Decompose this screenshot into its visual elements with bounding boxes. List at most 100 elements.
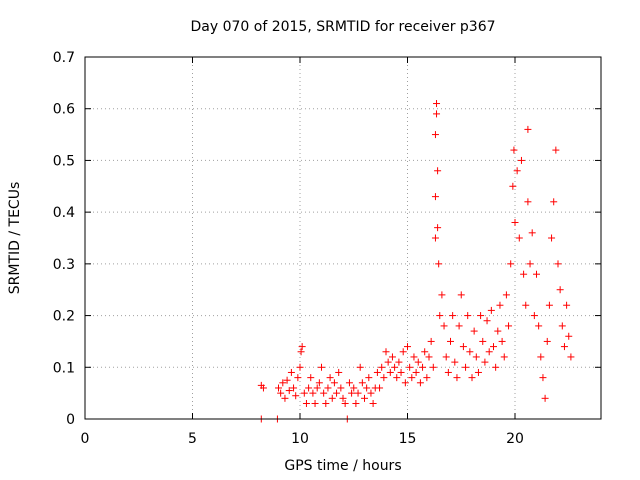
data-point <box>470 327 478 335</box>
data-point <box>320 389 328 397</box>
data-point <box>487 306 495 314</box>
y-tick-label: 0 <box>66 412 75 428</box>
data-point <box>502 291 510 299</box>
data-point <box>330 379 338 387</box>
plot-frame <box>84 56 602 420</box>
data-point <box>457 291 465 299</box>
data-point <box>517 156 525 164</box>
data-point <box>558 322 566 330</box>
data-point <box>302 399 310 407</box>
data-point <box>541 394 549 402</box>
data-point <box>479 337 487 345</box>
data-point <box>373 368 381 376</box>
data-point <box>545 301 553 309</box>
data-point <box>333 389 341 397</box>
data-point <box>277 389 285 397</box>
data-point <box>384 358 392 366</box>
data-point <box>565 332 573 340</box>
data-point <box>294 374 302 382</box>
data-point <box>313 384 321 392</box>
data-point <box>378 363 386 371</box>
data-point <box>259 384 267 392</box>
data-point <box>510 146 518 154</box>
data-point <box>567 353 575 361</box>
data-point <box>345 379 353 387</box>
data-point <box>290 384 298 392</box>
y-tick-label: 0.7 <box>53 50 75 66</box>
data-point <box>348 389 356 397</box>
data-point <box>554 260 562 268</box>
data-point <box>399 348 407 356</box>
axis-ticks: 0 5 10 15 20 0 0.1 0.2 0.3 0.4 0.5 0.6 0.7 <box>53 50 601 447</box>
data-point <box>326 374 334 382</box>
data-point <box>429 363 437 371</box>
data-point <box>496 301 504 309</box>
data-point <box>447 337 454 345</box>
data-point <box>297 348 305 356</box>
data-point <box>552 146 560 154</box>
y-tick-label: 0.1 <box>53 360 75 376</box>
data-point <box>524 125 532 133</box>
data-point <box>451 358 459 366</box>
y-tick-label: 0.3 <box>53 257 75 273</box>
data-point <box>393 374 401 382</box>
data-point <box>358 379 366 387</box>
data-point <box>337 384 345 392</box>
data-point <box>524 198 532 206</box>
data-point <box>474 368 482 376</box>
data-point <box>509 182 517 190</box>
data-point <box>442 353 450 361</box>
data-point <box>522 301 530 309</box>
data-point <box>404 343 411 351</box>
data-point <box>367 389 375 397</box>
data-point <box>466 348 474 356</box>
data-point <box>435 260 443 268</box>
data-point <box>556 286 564 294</box>
data-point <box>350 384 358 392</box>
data-point <box>438 291 446 299</box>
data-point <box>352 399 360 407</box>
x-tick-label: 5 <box>188 431 197 447</box>
data-point <box>395 358 403 366</box>
data-point <box>305 384 313 392</box>
data-point <box>481 358 489 366</box>
data-point <box>431 131 439 139</box>
x-axis-label: GPS time / hours <box>284 458 401 474</box>
data-point <box>315 379 323 387</box>
data-point <box>528 229 536 237</box>
data-point <box>507 260 515 268</box>
data-point <box>363 384 371 392</box>
data-point <box>459 343 467 351</box>
data-point <box>427 337 435 345</box>
data-point <box>436 312 444 320</box>
data-point <box>318 363 325 371</box>
data-point <box>311 399 319 407</box>
data-point <box>412 368 420 376</box>
data-point <box>414 358 422 366</box>
y-tick-label: 0.4 <box>53 205 75 221</box>
data-point <box>526 260 534 268</box>
data-point <box>296 363 304 371</box>
data-point <box>397 368 405 376</box>
data-point <box>275 384 282 392</box>
x-tick-label: 15 <box>399 431 417 447</box>
data-point <box>423 374 431 382</box>
data-point <box>533 270 540 278</box>
data-point <box>307 374 315 382</box>
data-point <box>410 353 418 361</box>
data-point <box>388 353 396 361</box>
data-point <box>453 374 461 382</box>
data-point <box>560 343 568 351</box>
data-point <box>283 376 291 384</box>
data-point <box>380 374 388 382</box>
data-point <box>376 384 384 392</box>
data-point <box>369 399 377 407</box>
data-point <box>281 394 289 402</box>
data-point <box>462 363 470 371</box>
data-point <box>444 368 452 376</box>
data-point <box>433 100 441 108</box>
data-point <box>341 399 349 407</box>
data-point <box>339 394 347 402</box>
data-point <box>505 322 513 330</box>
